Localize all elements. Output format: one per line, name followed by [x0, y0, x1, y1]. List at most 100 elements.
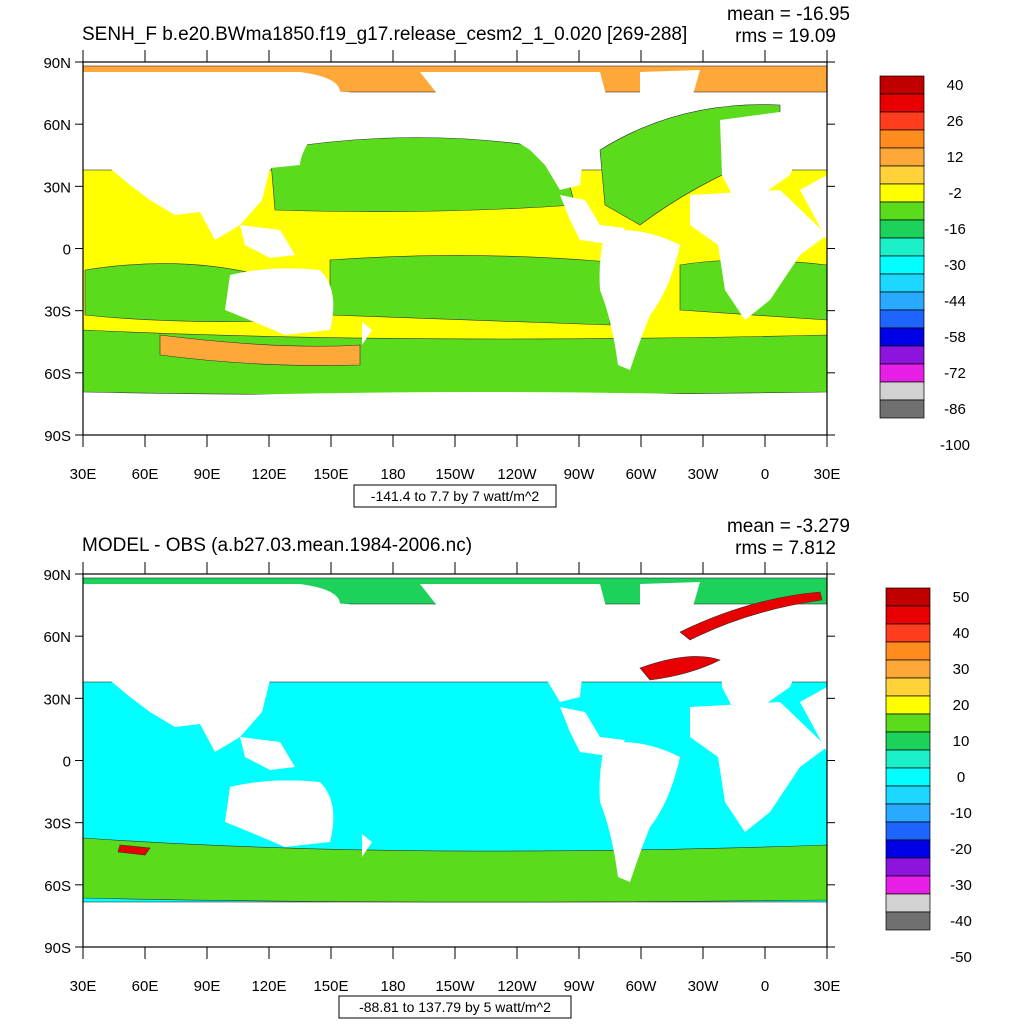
lon-label: 60W [626, 978, 658, 995]
colorbar-swatch [885, 875, 931, 895]
colorbar-swatch [885, 695, 931, 715]
panel-2-lat-labels: 90N 60N 30N 0 30S 60S 90S [43, 567, 71, 957]
colorbar-swatch [879, 201, 925, 221]
panel-1-title: SENH_F b.e20.BWma1850.f19_g17.release_ce… [82, 24, 687, 45]
lon-label: 0 [761, 978, 769, 995]
lat-label: 30N [43, 691, 71, 708]
colorbar-swatch [879, 309, 925, 329]
panel-2: MODEL - OBS (a.b27.03.mean.1984-2006.nc)… [43, 516, 972, 1019]
lon-label: 30E [70, 466, 97, 483]
lon-label: 120E [251, 978, 286, 995]
colorbar-swatch [879, 237, 925, 257]
colorbar-label: -44 [944, 293, 966, 310]
colorbar-label: -30 [944, 257, 966, 274]
lon-label: 120E [251, 466, 286, 483]
panel-1-lat-labels: 90N 60N 30N 0 30S 60S 90S [43, 55, 71, 445]
panel-2-map [83, 574, 827, 947]
lon-label: 0 [761, 466, 769, 483]
panel-2-range-box [338, 995, 572, 1019]
lat-label: 90N [43, 567, 71, 584]
colorbar-swatch [885, 605, 931, 625]
panel-1-range-label: -141.4 to 7.7 by 7 watt/m^2 [371, 488, 540, 504]
colorbar-swatch [885, 911, 931, 931]
lon-label: 30E [814, 466, 841, 483]
lon-label: 60E [132, 466, 159, 483]
panel-2-ticks [75, 562, 835, 959]
lon-label: 90E [194, 466, 221, 483]
colorbar-label: 26 [947, 113, 964, 130]
panel-2-title: MODEL - OBS (a.b27.03.mean.1984-2006.nc) [82, 535, 472, 556]
colorbar-label: -100 [940, 437, 970, 454]
lat-label: 60S [44, 366, 71, 383]
panel-2-colorbar: 50 40 30 20 10 0 -10 -20 -30 -40 -50 [885, 587, 972, 966]
panel-2-lon-labels: 30E 60E 90E 120E 150E 180 150W 120W 90W 60W 30W 0 30… [70, 978, 841, 995]
lon-label: 30E [814, 978, 841, 995]
colorbar-swatch [885, 659, 931, 679]
colorbar-swatch [885, 857, 931, 877]
colorbar-swatch [885, 677, 931, 697]
colorbar-swatch [885, 623, 931, 643]
colorbar-swatch [879, 219, 925, 239]
lat-label: 60S [44, 878, 71, 895]
colorbar-label: -20 [950, 841, 972, 858]
lat-label: 30S [44, 816, 71, 833]
lon-label: 150W [435, 978, 475, 995]
colorbar-swatch [879, 363, 925, 383]
lon-label: 30E [70, 978, 97, 995]
gulf-stream-anomaly [639, 656, 721, 681]
panel-2-rms: rms = 7.812 [735, 538, 836, 559]
colorbar-swatch [879, 345, 925, 365]
continents [83, 70, 827, 435]
panel-1-lon-labels: 30E 60E 90E 120E 150E 180 150W 120W 90W 60W 30W 0 30… [70, 466, 841, 483]
colorbar-label: 40 [953, 625, 970, 642]
lat-label: 60N [43, 629, 71, 646]
lat-label: 0 [63, 242, 71, 259]
lat-label: 90S [44, 428, 71, 445]
colorbar-swatch [879, 165, 925, 185]
panel-1: SENH_F b.e20.BWma1850.f19_g17.release_ce… [43, 4, 970, 508]
south-indian-anomaly [117, 844, 151, 856]
colorbar-swatch [879, 273, 925, 293]
colorbar-swatch [879, 183, 925, 203]
lat-label: 90N [43, 55, 71, 72]
continents [83, 582, 827, 947]
colorbar-label: 40 [947, 77, 964, 94]
lon-label: 90W [564, 978, 596, 995]
colorbar-label: 30 [953, 661, 970, 678]
colorbar-swatch [879, 111, 925, 131]
panel-1-map [83, 62, 827, 435]
colorbar-label: -30 [950, 877, 972, 894]
colorbar-swatch [879, 75, 925, 95]
panel-1-colorbar: 40 26 12 -2 -16 -30 -44 -58 -72 -86 -100 [879, 75, 970, 454]
colorbar-swatch [885, 713, 931, 733]
colorbar-label: 20 [953, 697, 970, 714]
colorbar-swatch [879, 147, 925, 167]
colorbar-swatch [885, 641, 931, 661]
panel-1-rms: rms = 19.09 [735, 26, 836, 47]
colorbar-swatch [879, 399, 925, 419]
lon-label: 150E [313, 466, 348, 483]
colorbar-label: -10 [950, 805, 972, 822]
lat-label: 60N [43, 117, 71, 134]
lon-label: 60E [132, 978, 159, 995]
southern-ocean-warm [159, 334, 361, 366]
colorbar-swatch [879, 93, 925, 113]
lon-label: 180 [380, 466, 405, 483]
colorbar-swatch [879, 381, 925, 401]
colorbar-swatch [885, 893, 931, 913]
panel-2-mean: mean = -3.279 [727, 516, 850, 537]
colorbar-label: 12 [947, 149, 964, 166]
colorbar-swatch [879, 291, 925, 311]
colorbar-label: -86 [944, 401, 966, 418]
colorbar-swatch [885, 803, 931, 823]
colorbar-swatch [879, 129, 925, 149]
colorbar-swatch [885, 839, 931, 859]
colorbar-swatch [885, 731, 931, 751]
panel-1-mean: mean = -16.95 [727, 4, 850, 25]
colorbar-swatch [885, 821, 931, 841]
lon-label: 120W [497, 978, 537, 995]
panel-2-range-label: -88.81 to 137.79 by 5 watt/m^2 [359, 999, 551, 1015]
lat-label: 30N [43, 179, 71, 196]
colorbar-swatch [879, 255, 925, 275]
